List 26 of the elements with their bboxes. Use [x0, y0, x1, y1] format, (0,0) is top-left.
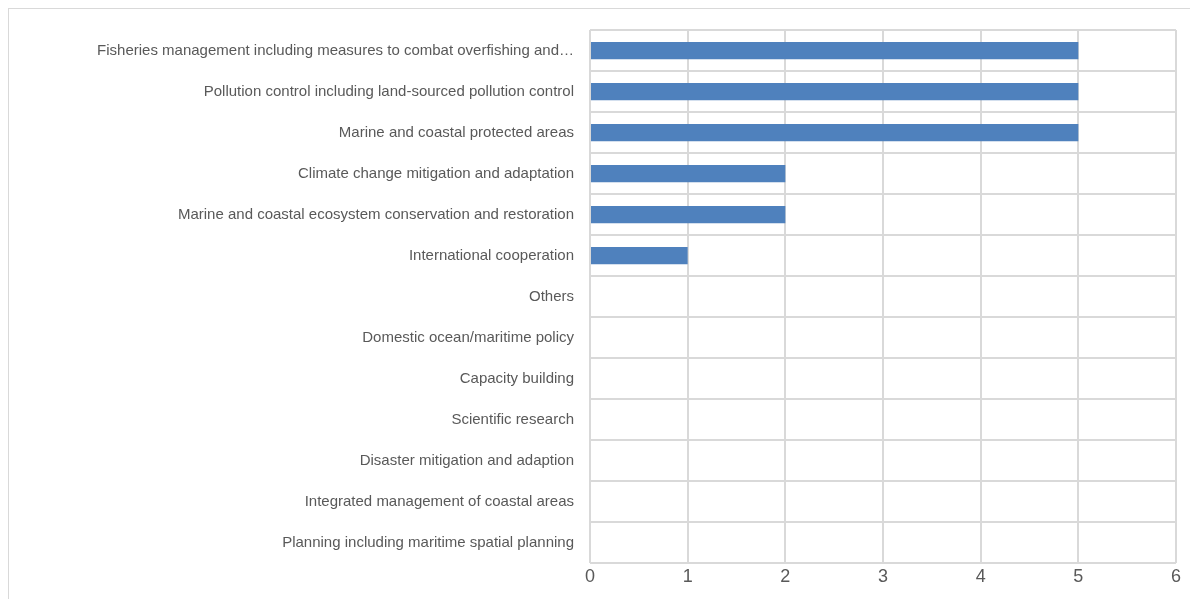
x-tick-label: 5 [1073, 566, 1084, 587]
bar [591, 206, 786, 224]
y-tick-label: Pollution control including land-sourced pollution control [203, 81, 574, 99]
bar [591, 41, 1079, 60]
y-tick-label: Climate change mitigation and adaptation [297, 163, 574, 181]
x-tick-label: 3 [877, 566, 889, 587]
x-tick-label: 2 [780, 566, 791, 587]
y-tick-label: Domestic ocean/maritime policy [362, 327, 575, 345]
x-tick-label: 1 [682, 566, 693, 587]
y-tick-label: Integrated management of coastal areas [304, 491, 574, 509]
y-tick-label: Disaster mitigation and adaption [359, 450, 574, 468]
x-tick-label: 4 [975, 566, 986, 587]
y-tick-label: Marine and coastal ecosystem conservation and restoration [177, 204, 574, 222]
bar [591, 164, 786, 183]
bar [591, 82, 1079, 101]
y-tick-label: International cooperation [408, 245, 574, 263]
bar [591, 123, 1079, 142]
y-tick-label: Fisheries management including measures to combat overfishing and… [97, 40, 574, 58]
x-tick-label: 6 [1170, 566, 1182, 587]
x-tick-label: 0 [584, 566, 596, 587]
y-tick-label: Marine and coastal protected areas [338, 122, 574, 140]
y-tick-label: Capacity building [459, 368, 574, 386]
y-tick-label: Planning including maritime spatial planning [282, 533, 574, 551]
y-tick-label: Others [528, 286, 574, 304]
y-tick-label: Scientific research [451, 409, 574, 427]
bar [591, 247, 688, 265]
